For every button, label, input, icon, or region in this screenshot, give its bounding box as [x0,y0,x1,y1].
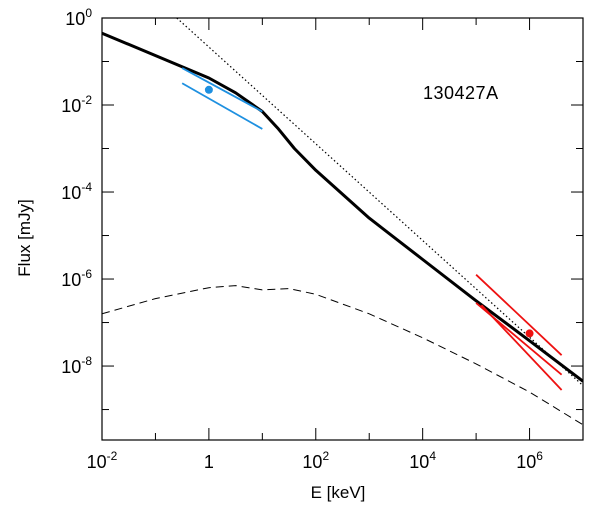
plot-frame [101,17,584,441]
y-tick-exponent: -8 [81,354,92,368]
series-line-solid-thick [102,31,583,383]
slope-line [480,304,563,391]
x-axis-label: E [keV] [311,483,366,502]
y-tick-base: 10 [61,270,81,290]
y-tick-base: 10 [61,357,81,377]
x-tick-label: 10-2 [87,449,118,472]
y-tick-base: 10 [61,96,81,116]
x-tick-label: 106 [516,449,543,472]
x-tick-base: 10 [516,452,536,472]
x-tick-label: 102 [302,449,329,472]
x-tick-label: 1 [204,452,214,472]
x-tick-exponent: 2 [322,449,329,463]
y-tick-exponent: 0 [85,6,92,20]
x-tick-base: 10 [302,452,322,472]
slope-line [181,82,263,130]
y-tick-label: 10-2 [61,93,92,116]
x-tick-exponent: 4 [429,449,436,463]
y-tick-exponent: -4 [81,180,92,194]
x-tick-base: 1 [204,452,214,472]
y-tick-exponent: -2 [81,93,92,107]
data-point-marker [204,85,213,94]
plot-content [102,18,583,426]
y-tick-exponent: -6 [81,267,92,281]
y-axis-label: Flux [mJy] [15,199,34,276]
y-tick-label: 10-8 [61,354,92,377]
x-tick-label: 104 [409,449,436,472]
y-tick-base: 10 [65,9,85,29]
data-point-marker [525,329,534,338]
y-tick-label: 100 [65,6,92,29]
y-tick-label: 10-4 [61,180,92,203]
slope-line [181,67,263,113]
y-tick-label: 10-6 [61,267,92,290]
series-line-dashed [102,285,583,426]
x-tick-base: 10 [87,452,107,472]
series-line-dotted [176,18,583,387]
grb-annotation: 130427A [423,83,499,103]
x-tick-exponent: -2 [107,449,118,463]
slope-line [475,274,563,356]
y-tick-base: 10 [61,183,81,203]
x-tick-exponent: 6 [536,449,543,463]
x-tick-base: 10 [409,452,429,472]
